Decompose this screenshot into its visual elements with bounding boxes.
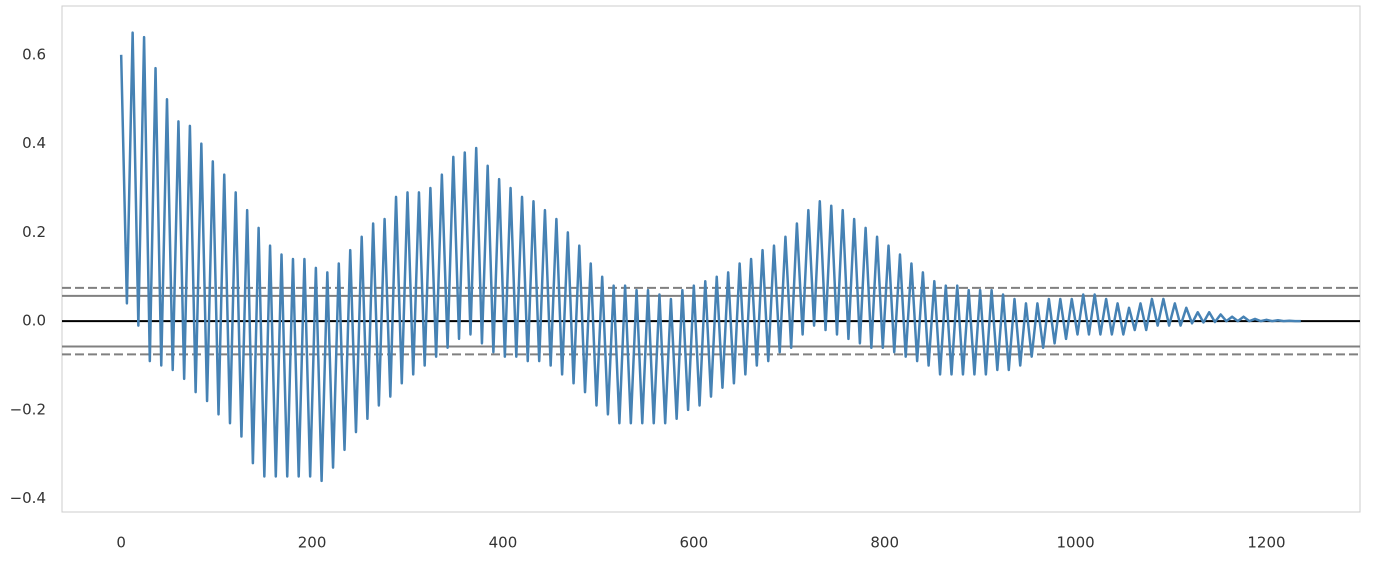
data-line bbox=[119, 31, 1301, 483]
x-tick-label: 1200 bbox=[1247, 534, 1285, 552]
y-tick-label: 0.2 bbox=[22, 223, 46, 241]
x-tick-label: 0 bbox=[116, 534, 126, 552]
x-tick-label: 800 bbox=[870, 534, 899, 552]
x-tick-label: 600 bbox=[680, 534, 709, 552]
y-tick-label: −0.2 bbox=[10, 400, 46, 418]
plot-frame bbox=[61, 5, 1361, 513]
x-tick-label: 400 bbox=[489, 534, 518, 552]
y-tick-label: −0.4 bbox=[10, 489, 46, 507]
x-tick-label: 1000 bbox=[1056, 534, 1094, 552]
y-tick-label: 0.4 bbox=[22, 134, 46, 152]
y-tick-label: 0.6 bbox=[22, 45, 46, 63]
x-tick-label: 200 bbox=[298, 534, 327, 552]
y-tick-label: 0.0 bbox=[22, 312, 46, 330]
